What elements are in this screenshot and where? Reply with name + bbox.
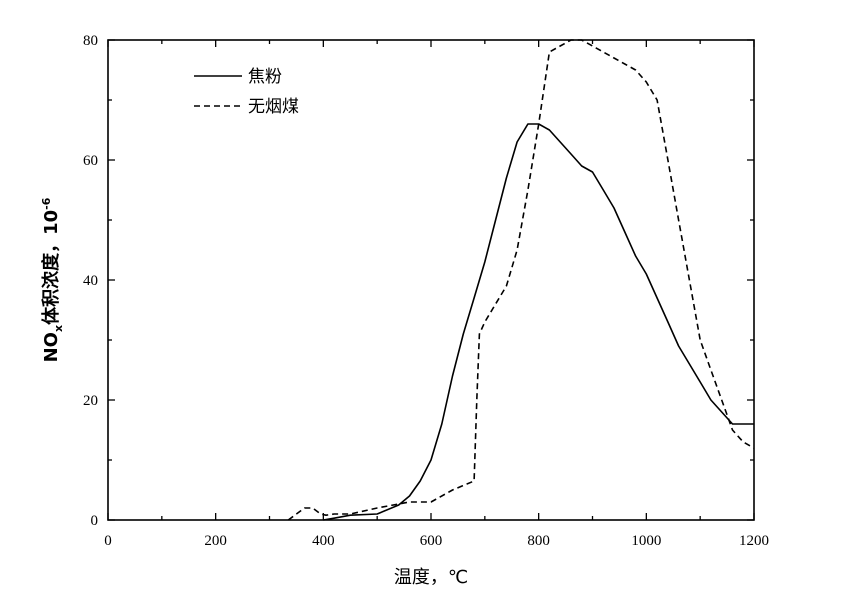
- y-axis-title-prefix: NO: [41, 332, 62, 362]
- y-tick-label: 60: [83, 153, 98, 169]
- series-line-2: [287, 39, 755, 521]
- plot-marks: [287, 39, 755, 521]
- y-axis-ticks: 0 20 40 60 80: [83, 33, 754, 529]
- x-axis-title: 温度，℃: [394, 567, 468, 588]
- y-tick-label: 20: [83, 393, 98, 409]
- y-axis-title-superscript: -6: [40, 197, 53, 210]
- x-tick-label: 600: [420, 533, 443, 549]
- x-tick-label: 200: [204, 533, 227, 549]
- y-axis-title-subscript: x: [52, 325, 65, 332]
- legend-label-2: 无烟煤: [248, 97, 299, 117]
- y-axis-title-middle: 体积浓度，10: [40, 210, 62, 325]
- series-line-1: [323, 123, 754, 521]
- x-tick-label: 1200: [739, 533, 769, 549]
- x-axis-ticks: 0 200 400 600 800 1000 1200: [104, 40, 769, 549]
- y-tick-label: 40: [83, 273, 98, 289]
- y-tick-label: 0: [91, 513, 99, 529]
- x-tick-label: 0: [104, 533, 112, 549]
- x-tick-label: 1000: [631, 533, 661, 549]
- x-tick-label: 400: [312, 533, 335, 549]
- x-tick-label: 800: [527, 533, 550, 549]
- y-axis-title: NOx体积浓度，10-6: [40, 197, 65, 362]
- plot-frame: [107, 39, 755, 521]
- legend-label-1: 焦粉: [248, 67, 282, 87]
- y-tick-label: 80: [83, 33, 98, 49]
